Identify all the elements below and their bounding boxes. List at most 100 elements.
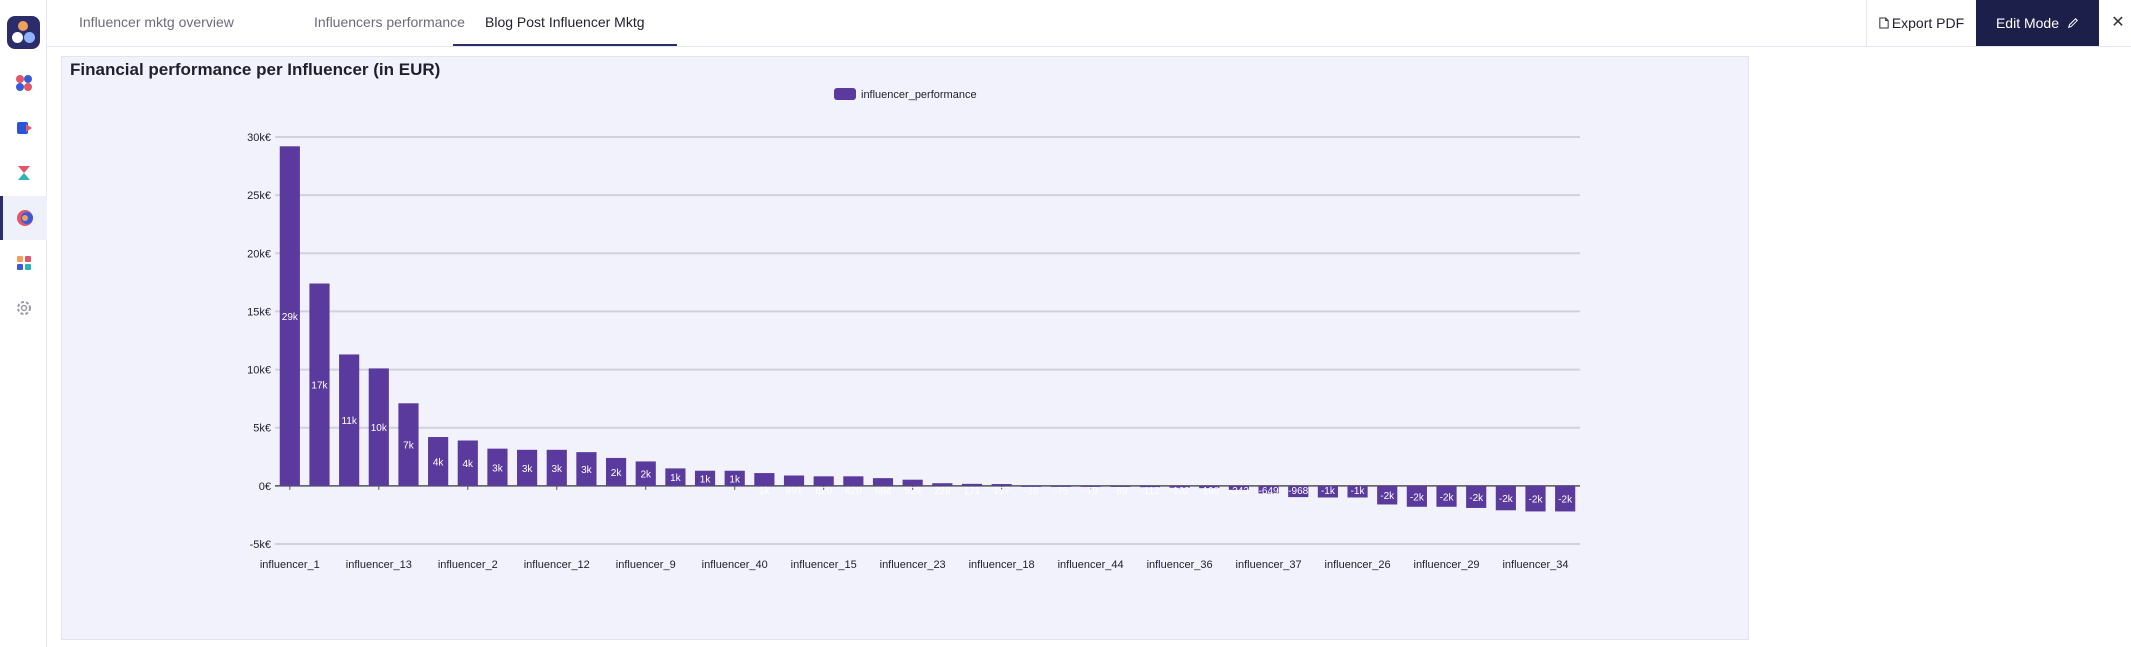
bar[interactable] — [546, 449, 567, 486]
bar[interactable] — [1288, 485, 1309, 498]
bar-data-label: -198 — [1199, 486, 1219, 497]
bar[interactable] — [368, 368, 389, 486]
bar[interactable] — [1347, 485, 1368, 498]
bar-data-label: -1k — [1321, 486, 1336, 497]
bar[interactable] — [1021, 485, 1042, 487]
bar[interactable] — [813, 476, 834, 486]
tab-influencer-mktg-overview[interactable]: Influencer mktg overview — [79, 14, 234, 30]
legend-label: influencer_performance — [861, 89, 977, 101]
x-tick-label: influencer_34 — [1502, 559, 1568, 571]
sidebar-item-blocks[interactable] — [0, 241, 47, 285]
bar-data-label: -2k — [1558, 495, 1573, 506]
pencil-icon — [2067, 17, 2079, 29]
bar-data-label: 664 — [875, 486, 892, 497]
bar[interactable] — [487, 448, 508, 486]
bar[interactable] — [309, 283, 330, 486]
bar[interactable] — [872, 478, 894, 486]
bar[interactable] — [783, 475, 805, 486]
bar-data-label: 1k — [759, 486, 771, 497]
sidebar-item-target[interactable] — [0, 196, 47, 240]
bar[interactable] — [279, 146, 300, 486]
bar[interactable] — [1169, 485, 1190, 488]
bar[interactable] — [694, 470, 716, 486]
bar[interactable] — [1436, 485, 1457, 507]
chart-title: Financial performance per Influencer (in… — [70, 60, 441, 79]
bar[interactable] — [1317, 485, 1338, 498]
bar[interactable] — [754, 473, 775, 486]
tag-icon — [16, 122, 32, 134]
x-tick-label: influencer_37 — [1236, 559, 1302, 571]
bar-data-label: 1k — [670, 473, 682, 484]
bar[interactable] — [724, 470, 745, 486]
bar[interactable] — [1228, 485, 1250, 490]
bar-chart: 30k€ 25k€ 20k€ 15k€ 10k€ 5k€ 0€ -5k€ 29k 17k 11k 1… — [247, 88, 1580, 571]
bar[interactable] — [1406, 485, 1427, 507]
bar[interactable] — [1139, 485, 1161, 488]
tab-blog-post-influencer-mktg[interactable]: Blog Post Influencer Mktg — [453, 0, 677, 46]
bar[interactable] — [605, 457, 627, 486]
bar[interactable] — [1110, 485, 1131, 487]
bar[interactable] — [1555, 485, 1576, 512]
bar[interactable] — [1258, 485, 1279, 494]
bar-data-label: 1k — [700, 474, 712, 485]
bar[interactable] — [902, 479, 923, 486]
y-tick-label: 20k€ — [247, 248, 271, 260]
export-pdf-button[interactable]: Export PDF — [1866, 0, 1976, 46]
sidebar-item-settings[interactable] — [0, 286, 47, 330]
close-icon[interactable]: ✕ — [2111, 14, 2125, 31]
bar-data-label: -162 — [1170, 486, 1190, 497]
bar[interactable] — [991, 484, 1012, 486]
app-logo[interactable] — [7, 16, 40, 49]
bar-data-label: -38 — [1024, 486, 1039, 497]
bar[interactable] — [635, 461, 656, 486]
bar-data-label: 820 — [845, 486, 862, 497]
bar[interactable] — [517, 449, 538, 486]
x-tick-label: influencer_26 — [1325, 559, 1391, 571]
x-tick-label: influencer_13 — [346, 559, 412, 571]
blocks-icon — [16, 256, 31, 270]
bar[interactable] — [339, 354, 360, 486]
bar-data-label: -1k — [1351, 486, 1366, 497]
bar[interactable] — [398, 403, 419, 486]
y-tick-label: 10k€ — [247, 365, 271, 377]
bar[interactable] — [576, 452, 597, 486]
bar-data-label: 4k — [463, 459, 475, 470]
x-tick-label: influencer_23 — [880, 559, 946, 571]
bar[interactable] — [1466, 485, 1487, 508]
bar[interactable] — [1199, 485, 1220, 489]
target-icon — [17, 210, 33, 226]
sidebar-item-apps[interactable] — [0, 61, 47, 105]
bar[interactable] — [1080, 485, 1101, 487]
chart-panel — [61, 56, 1749, 640]
bar-data-label: -112 — [1140, 486, 1160, 497]
bar[interactable] — [932, 483, 953, 486]
logo-dot — [24, 32, 35, 43]
bar[interactable] — [665, 468, 686, 486]
x-tick-label: influencer_15 — [791, 559, 857, 571]
bar[interactable] — [457, 440, 478, 486]
bar-data-label: -2k — [1469, 493, 1484, 504]
bar[interactable] — [428, 437, 449, 486]
bar-data-label: -343 — [1229, 486, 1249, 497]
bar[interactable] — [1050, 485, 1072, 487]
y-tick-label: -5k€ — [250, 539, 271, 551]
bar-data-label: -649 — [1259, 486, 1279, 497]
tab-influencers-performance[interactable]: Influencers performance — [314, 14, 465, 30]
y-tick-label: 25k€ — [247, 190, 271, 202]
bar-data-label: 1k — [729, 474, 741, 485]
bar[interactable] — [1495, 485, 1516, 511]
bar-data-label: -75 — [1054, 486, 1069, 497]
bar-data-label: 171 — [964, 486, 981, 497]
legend: influencer_performance — [834, 88, 977, 101]
x-tick-label: influencer_18 — [969, 559, 1035, 571]
x-tick-label: influencer_1 — [260, 559, 320, 571]
bar[interactable] — [843, 476, 864, 486]
export-pdf-label: Export PDF — [1891, 15, 1965, 31]
sidebar-item-hourglass[interactable] — [0, 151, 47, 195]
bar[interactable] — [1377, 485, 1398, 505]
bar[interactable] — [961, 483, 983, 486]
bar[interactable] — [1525, 485, 1546, 512]
tab-bar: Influencer mktg overview Influencers per… — [47, 0, 2131, 47]
sidebar-item-tag[interactable] — [0, 106, 47, 150]
edit-mode-button[interactable]: Edit Mode — [1976, 0, 2099, 46]
